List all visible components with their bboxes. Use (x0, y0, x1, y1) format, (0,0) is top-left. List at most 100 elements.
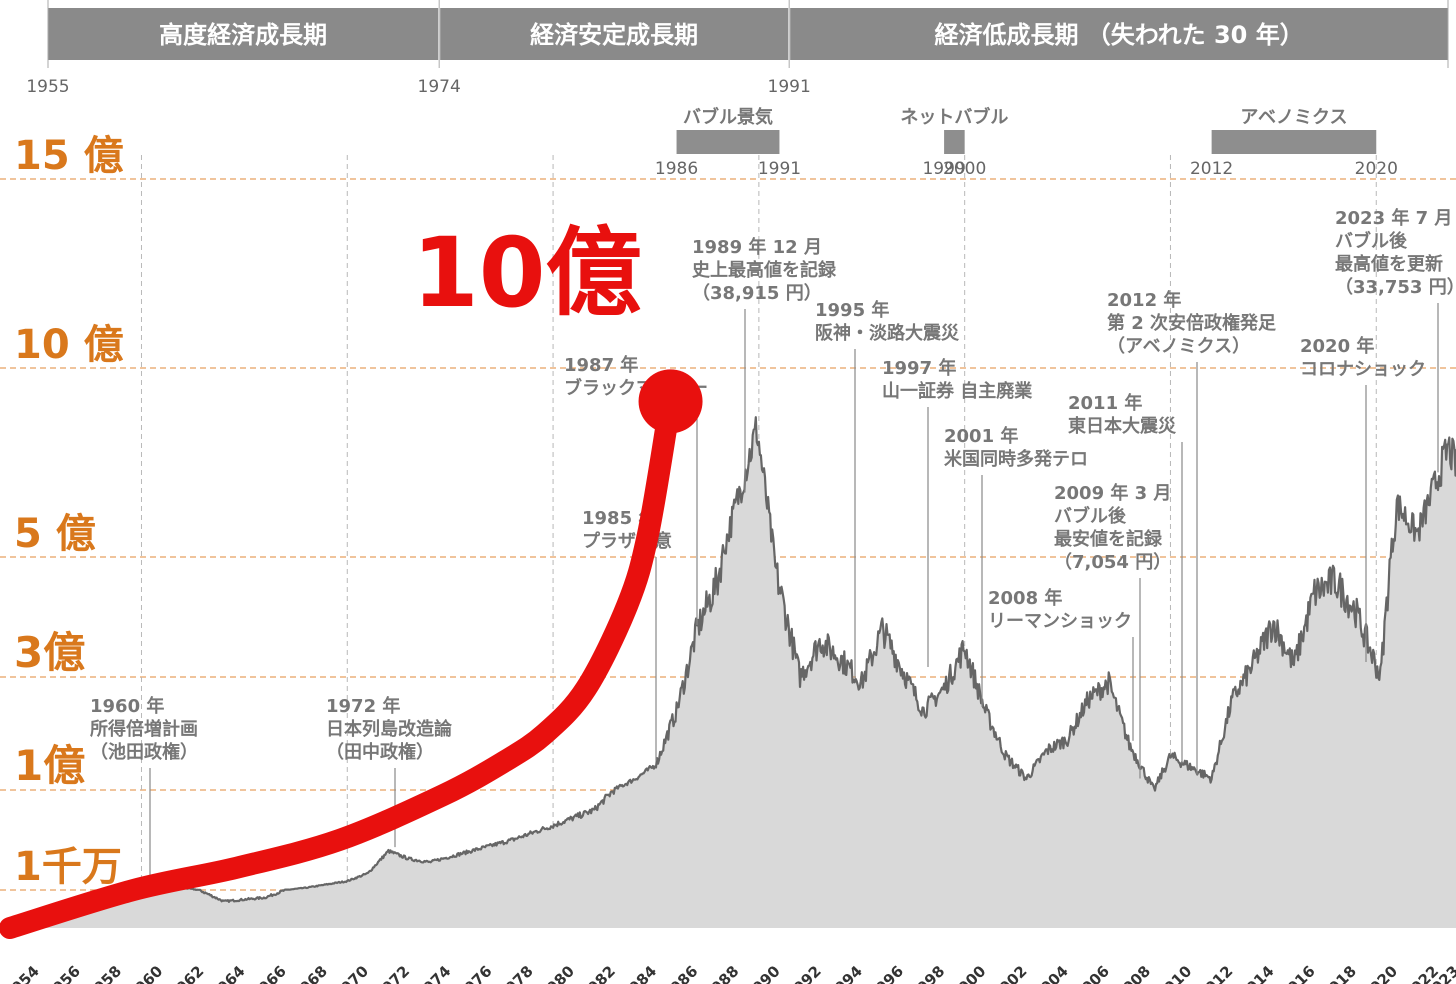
period-bar (944, 130, 965, 154)
annotation-text: （7,054 円） (1054, 552, 1171, 573)
x-tick-label: 1990 (741, 962, 783, 984)
annotation-text: リーマンショック (988, 611, 1132, 632)
x-tick-label: 1982 (577, 962, 619, 984)
era-boundary-year: 1991 (768, 77, 811, 97)
period-start-year: 2012 (1190, 159, 1233, 179)
period-end-year: 1991 (758, 159, 801, 179)
y-level-label: 15 億 (14, 133, 124, 179)
y-level-label: 10 億 (14, 322, 124, 368)
annotation-text: 1960 年 (90, 695, 164, 717)
y-level-label: 5 億 (14, 511, 96, 557)
x-tick-label: 1976 (453, 962, 495, 984)
x-tick-label: 1956 (42, 962, 84, 984)
x-axis-ticks: 1954195619581960196219641966196819701972… (1, 962, 1456, 984)
x-tick-label: 1988 (700, 962, 742, 984)
annotation-text: 1995 年 (815, 299, 889, 321)
annotation-text: 最高値を更新 (1335, 253, 1443, 275)
x-tick-label: 1980 (536, 962, 578, 984)
era-bar (48, 8, 439, 60)
x-tick-label: 2004 (1030, 962, 1072, 984)
era-label: 高度経済成長期 (159, 21, 327, 49)
x-tick-label: 2018 (1318, 962, 1360, 984)
period-start-year: 1986 (655, 159, 698, 179)
y-level-label: 3億 (14, 628, 85, 677)
annotation-text: 2012 年 (1107, 289, 1181, 311)
annotation-text: 2011 年 (1068, 392, 1142, 414)
annotation-text: （アベノミクス） (1107, 336, 1250, 357)
annotation-text: 1985 年 (582, 507, 656, 529)
annotation-text: 2001 年 (944, 425, 1018, 447)
x-tick-label: 1966 (248, 962, 290, 984)
x-tick-label: 1968 (289, 962, 331, 984)
era-bar (440, 8, 789, 60)
annotation-text: コロナショック (1300, 359, 1426, 380)
period-end-year: 2000 (943, 159, 986, 179)
annotation-text: 米国同時多発テロ (944, 448, 1088, 470)
x-tick-label: 2012 (1194, 962, 1236, 984)
y-axis-labels: 15 億 10 億 5 億 3億 1億 1千万 (14, 133, 124, 890)
annotation-text: 1997 年 (882, 357, 956, 379)
annotation-text: バブル後 (1054, 505, 1127, 527)
x-tick-label: 1998 (906, 962, 948, 984)
y-level-label: 1億 (14, 741, 85, 790)
index-area-fill (18, 417, 1456, 928)
annotation-text: バブル後 (1335, 230, 1408, 252)
era-boundary-year: 1974 (418, 77, 461, 97)
annotation-text: 2020 年 (1300, 335, 1374, 357)
era-boundary-year: 1955 (26, 77, 69, 97)
annotation-text: 所得倍増計画 (90, 718, 198, 740)
x-tick-label: 2000 (947, 962, 989, 984)
era-bar (790, 8, 1448, 60)
x-tick-label: 1960 (124, 962, 166, 984)
annotation-text: 1989 年 12 月 (692, 236, 822, 258)
annotation-text: 2023 年 7 月 (1335, 207, 1452, 229)
x-tick-label: 2010 (1153, 962, 1195, 984)
period-bar (676, 130, 780, 154)
x-tick-label: 1962 (165, 962, 207, 984)
annotation-text: （田中政権） (326, 741, 434, 763)
x-tick-label: 2008 (1112, 962, 1154, 984)
x-tick-label: 1964 (206, 962, 248, 984)
index-area (17, 416, 1456, 928)
annotation-text: 第 2 次安倍政権発足 (1107, 312, 1276, 334)
annotation-text: 最安値を記録 (1054, 528, 1163, 550)
annotation-text: 2009 年 3 月 (1054, 482, 1171, 504)
annotation-text: （38,915 円） (692, 283, 822, 304)
x-tick-label: 1984 (618, 962, 660, 984)
annotation-text: 阪神・淡路大震災 (815, 322, 960, 344)
x-tick-label: 2016 (1276, 962, 1318, 984)
period-label: ネットバブル (900, 106, 1008, 128)
era-label: 経済低成長期 （失われた 30 年） (934, 21, 1303, 49)
annotation-text: 1987 年 (564, 354, 638, 376)
headline-10oku: 10億 (412, 217, 642, 329)
x-tick-label: 1992 (783, 962, 825, 984)
period-label: アベノミクス (1240, 107, 1347, 128)
red-curve-line (0, 402, 680, 939)
x-tick-label: 1978 (494, 962, 536, 984)
red-growth-curve (0, 369, 703, 939)
x-tick-label: 1958 (83, 962, 125, 984)
x-tick-label: 1954 (1, 962, 43, 984)
annotation-text: 史上最高値を記録 (692, 259, 837, 281)
x-tick-label: 2014 (1235, 962, 1277, 984)
period-bar (1211, 130, 1377, 154)
x-tick-label: 1974 (412, 962, 454, 984)
red-curve-endpoint (638, 369, 703, 434)
period-label: バブル景気 (683, 106, 773, 128)
y-level-label: 1千万 (14, 844, 122, 890)
era-label: 経済安定成長期 (530, 21, 698, 49)
x-tick-label: 2002 (988, 962, 1030, 984)
x-tick-label: 2006 (1071, 962, 1113, 984)
annotation-text: 東日本大震災 (1068, 415, 1177, 437)
x-tick-label: 1970 (330, 962, 372, 984)
annotation-text: 1972 年 (326, 695, 400, 717)
x-tick-label: 2020 (1359, 962, 1401, 984)
period-end-year: 2020 (1355, 159, 1398, 179)
x-tick-label: 1986 (659, 962, 701, 984)
x-tick-label: 1994 (824, 962, 866, 984)
x-tick-label: 1972 (371, 962, 413, 984)
index-line (17, 416, 1456, 922)
annotation-text: （池田政権） (90, 741, 198, 763)
